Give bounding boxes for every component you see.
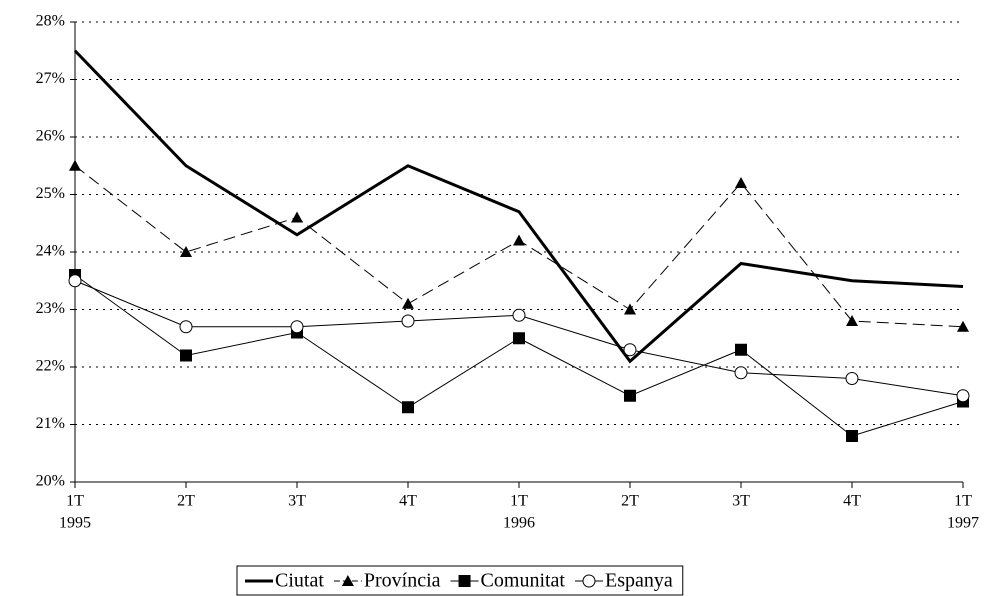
- marker: [624, 389, 636, 402]
- y-tick-label: 28%: [36, 13, 65, 30]
- x-tick-label: 1T: [510, 493, 528, 510]
- marker: [735, 177, 747, 188]
- marker: [290, 320, 304, 334]
- legend-label: Província: [364, 570, 441, 592]
- x-year-label: 1995: [59, 515, 91, 532]
- x-tick-label: 4T: [399, 493, 417, 510]
- marker: [956, 389, 970, 403]
- marker: [179, 320, 193, 334]
- marker: [623, 343, 637, 357]
- marker: [180, 349, 192, 362]
- marker: [845, 372, 859, 385]
- marker: [513, 234, 525, 246]
- series-line: [74, 165, 964, 328]
- x-tick-label: 3T: [288, 493, 306, 510]
- y-tick-label: 20%: [36, 473, 65, 490]
- legend-label: Comunitat: [481, 570, 566, 592]
- x-year-label: 1997: [947, 515, 979, 532]
- x-tick-label: 2T: [177, 493, 195, 510]
- marker: [957, 320, 969, 332]
- marker: [624, 303, 636, 315]
- legend-label: Ciutat: [275, 570, 324, 592]
- marker: [180, 246, 192, 257]
- marker: [458, 575, 471, 587]
- x-tick-label: 1T: [954, 493, 972, 510]
- marker: [341, 575, 354, 586]
- marker: [69, 159, 81, 171]
- x-year-label: 1996: [503, 515, 535, 532]
- marker: [68, 274, 82, 288]
- marker: [735, 343, 747, 356]
- marker: [513, 332, 525, 345]
- y-tick-label: 27%: [36, 70, 65, 87]
- marker: [846, 315, 858, 326]
- marker: [582, 574, 596, 588]
- x-tick-label: 3T: [732, 493, 750, 510]
- y-tick-label: 22%: [36, 358, 65, 375]
- y-tick-label: 25%: [36, 185, 65, 202]
- x-tick-label: 1T: [66, 493, 84, 510]
- x-tick-label: 2T: [621, 493, 639, 510]
- series-line: [74, 274, 964, 437]
- marker: [291, 211, 303, 223]
- marker: [846, 430, 858, 442]
- y-tick-label: 21%: [36, 415, 65, 432]
- legend: Ciutat Província Comunitat Espanya: [236, 565, 684, 596]
- y-tick-label: 24%: [36, 243, 65, 260]
- x-tick-label: 4T: [843, 493, 861, 510]
- legend-label: Espanya: [605, 570, 673, 592]
- y-tick-label: 23%: [36, 300, 65, 317]
- marker: [402, 401, 414, 414]
- y-tick-label: 26%: [36, 128, 65, 145]
- marker: [401, 314, 415, 328]
- marker: [512, 308, 526, 322]
- marker: [402, 297, 414, 309]
- marker: [734, 366, 748, 380]
